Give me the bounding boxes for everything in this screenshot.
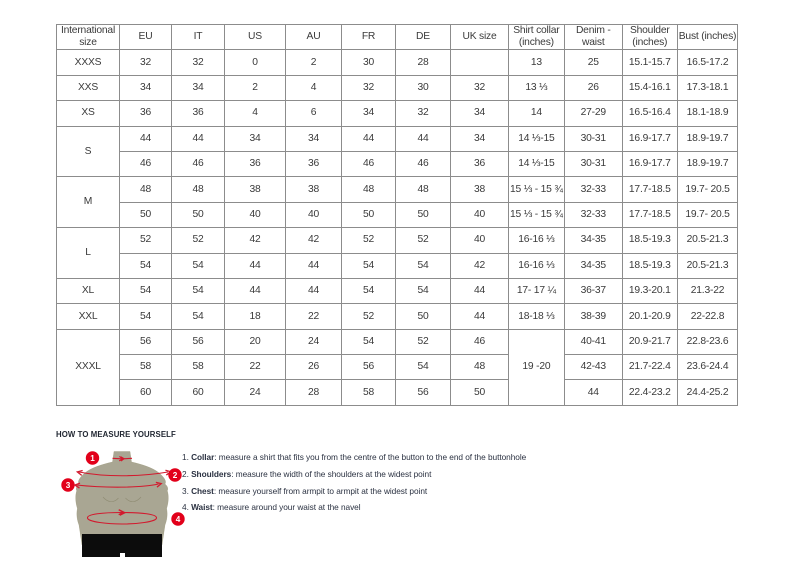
svg-text:3: 3 <box>66 481 71 490</box>
svg-text:1: 1 <box>90 454 95 463</box>
svg-text:4: 4 <box>176 515 181 524</box>
svg-text:2: 2 <box>173 471 178 480</box>
